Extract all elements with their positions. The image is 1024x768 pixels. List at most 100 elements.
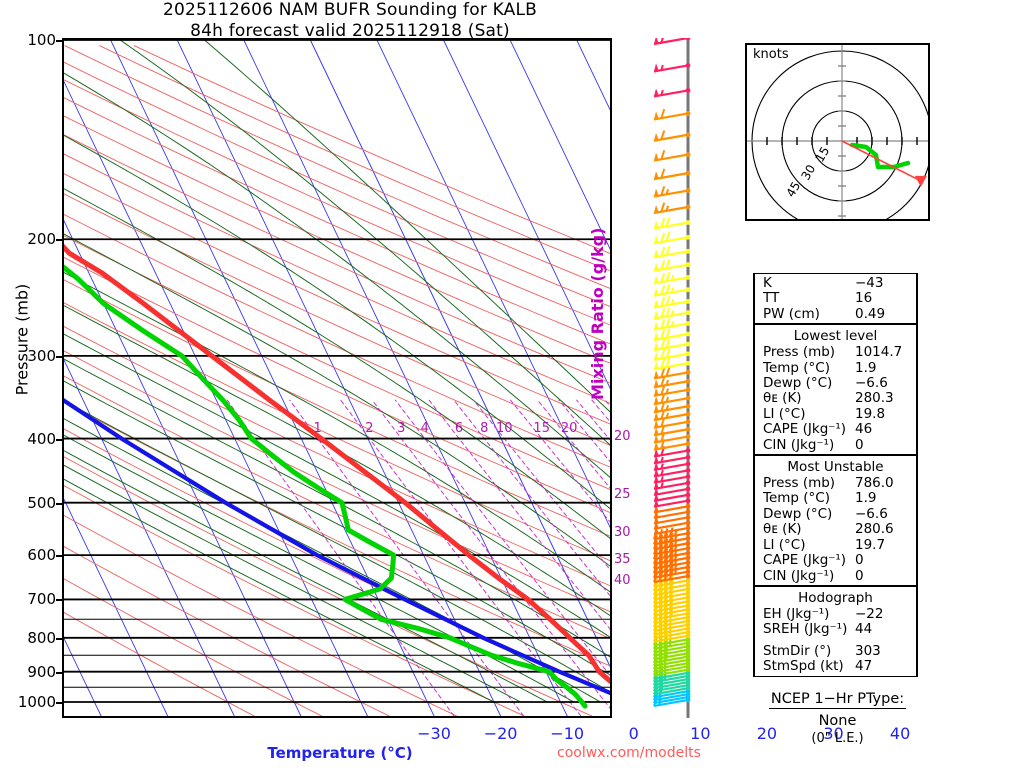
svg-text:30: 30: [798, 162, 818, 182]
mixing-ratio-right-label-35: 35: [614, 552, 631, 568]
pressure-tick-mark: [56, 555, 63, 558]
mixing-ratio-label-4: 4: [420, 420, 429, 436]
most-unstable-row: θᴇ (K) 280.6: [755, 521, 916, 538]
ptype-value: None: [818, 713, 857, 729]
lowest-level-label: LI (°C): [763, 405, 806, 422]
pressure-tick-600: 600: [27, 546, 56, 565]
most-unstable-heading: Most Unstable: [787, 459, 884, 476]
hodograph-stat-value: 44: [855, 621, 873, 638]
most-unstable-row: Temp (°C) 1.9: [755, 490, 916, 507]
most-unstable-label: CAPE (Jkg⁻¹): [763, 552, 847, 569]
pressure-tick-mark: [56, 701, 63, 704]
temperature-tick--30: −30: [417, 724, 451, 743]
stability-index-value: 0.49: [855, 305, 886, 322]
ptype-title: NCEP 1−Hr PType:: [768, 691, 907, 709]
hodograph-stat-value: 303: [855, 642, 881, 659]
pressure-tick-300: 300: [27, 346, 56, 365]
temperature-tick-30: 30: [823, 724, 844, 743]
hodograph-stat-value: −22: [855, 605, 884, 622]
most-unstable-row: CAPE (Jkg⁻¹) 0: [755, 552, 916, 569]
hodograph-panel[interactable]: knots 15 30 45: [745, 43, 933, 232]
ptype-block: NCEP 1−Hr PType: None (0" L.E.): [740, 688, 935, 746]
stability-index-value: 16: [855, 290, 873, 307]
hodograph-stats-heading: Hodograph: [798, 589, 873, 606]
stability-index-label: TT: [763, 290, 780, 307]
most-unstable-row: Dewp (°C) −6.6: [755, 505, 916, 522]
mixing-ratio-label-6: 6: [454, 420, 464, 436]
mixing-ratio-label-1: 1: [313, 420, 322, 436]
most-unstable-label: θᴇ (K): [763, 521, 802, 538]
most-unstable-row: CIN (Jkg⁻¹) 0: [755, 567, 916, 584]
lowest-level-value: 46: [855, 421, 873, 438]
pressure-tick-900: 900: [27, 662, 56, 681]
lowest-level-section: Lowest level Press (mb) 1014.7 Temp (°C) 1.…: [755, 323, 916, 454]
lowest-level-value: 280.3: [855, 390, 894, 407]
lowest-level-row: Temp (°C) 1.9: [755, 360, 916, 376]
pressure-tick-100: 100: [27, 31, 56, 49]
pressure-tick-mark: [56, 671, 63, 674]
mixing-ratio-label-10: 10: [495, 420, 513, 436]
most-unstable-value: 786.0: [855, 475, 894, 492]
wind-barb-plot: [653, 35, 691, 718]
pressure-tick-700: 700: [27, 590, 56, 609]
most-unstable-label: Dewp (°C): [763, 505, 833, 522]
hodograph-stat-row: StmDir (°) 303: [755, 642, 916, 659]
pressure-tick-mark: [56, 438, 63, 441]
stability-indices-section: K −43 TT 16 PW (cm) 0.49: [755, 274, 916, 323]
lowest-level-label: CIN (Jkg⁻¹): [763, 436, 835, 453]
most-unstable-label: Temp (°C): [763, 490, 830, 507]
hodograph-stat-label: EH (Jkg⁻¹): [763, 605, 830, 622]
skewt-diagram: [64, 40, 610, 716]
skewt-plot-area[interactable]: [62, 38, 612, 718]
most-unstable-section: Most Unstable Press (mb) 786.0 Temp (°C) 1.…: [755, 454, 916, 585]
hodograph-units-label: knots: [753, 47, 789, 62]
stability-index-row: K −43: [755, 275, 916, 291]
hodograph-stat-value: 47: [855, 658, 873, 675]
temperature-tick--10: −10: [550, 724, 585, 743]
temperature-tick-0: 0: [628, 724, 639, 743]
mixing-ratio-right-label-40: 40: [614, 573, 631, 589]
most-unstable-value: 1.9: [855, 490, 877, 507]
pressure-tick-800: 800: [27, 628, 56, 647]
most-unstable-label: CIN (Jkg⁻¹): [763, 567, 835, 584]
temperature-tick-20: 20: [756, 724, 778, 743]
most-unstable-row: LI (°C) 19.7: [755, 536, 916, 553]
lowest-level-heading: Lowest level: [793, 328, 878, 345]
lowest-level-row: CAPE (Jkg⁻¹) 46: [755, 421, 916, 438]
pressure-tick-mark: [56, 40, 63, 42]
pressure-axis-title: Pressure (mb): [12, 283, 32, 396]
lowest-level-label: CAPE (Jkg⁻¹): [763, 421, 847, 438]
most-unstable-value: 0: [855, 552, 864, 569]
mixing-ratio-label-8: 8: [480, 420, 489, 436]
stability-index-label: K: [763, 275, 772, 291]
most-unstable-value: 0: [855, 567, 864, 584]
mixing-ratio-label-3: 3: [397, 420, 406, 436]
most-unstable-label: Press (mb): [763, 475, 836, 492]
ptype-liquid-equivalent: (0" L.E.): [811, 731, 864, 746]
hodograph-stat-label: SREH (Jkg⁻¹): [763, 621, 848, 638]
most-unstable-label: LI (°C): [763, 536, 806, 553]
most-unstable-value: 19.7: [855, 536, 886, 553]
hodograph-stats-section: Hodograph EH (Jkg⁻¹) −22 SREH (Jkg⁻¹) 44 Stm…: [755, 584, 916, 676]
mixing-ratio-label-15: 15: [533, 420, 550, 436]
temperature-tick--20: −20: [483, 724, 518, 743]
temperature-tick-10: 10: [690, 724, 711, 743]
attribution-text: coolwx.com/modelts: [557, 745, 701, 761]
pressure-tick-mark: [56, 502, 63, 505]
mixing-ratio-right-label-30: 30: [614, 525, 631, 541]
pressure-tick-mark: [56, 637, 63, 640]
lowest-level-label: θᴇ (K): [763, 390, 802, 407]
pressure-tick-400: 400: [27, 429, 56, 448]
lowest-level-row: CIN (Jkg⁻¹) 0: [755, 436, 916, 453]
stability-index-row: PW (cm) 0.49: [755, 305, 916, 322]
hodograph-stat-row: SREH (Jkg⁻¹) 44: [755, 621, 916, 638]
pressure-tick-mark: [56, 599, 63, 602]
most-unstable-value: 280.6: [855, 521, 894, 538]
temperature-tick-40: 40: [889, 724, 911, 743]
pressure-tick-1000: 1000: [17, 692, 56, 711]
wind-barb-column: [620, 35, 730, 718]
title-line-1: 2025112606 NAM BUFR Sounding for KALB: [162, 0, 538, 20]
lowest-level-row: LI (°C) 19.8: [755, 405, 916, 422]
most-unstable-value: −6.6: [855, 505, 888, 522]
svg-text:45: 45: [783, 179, 803, 199]
